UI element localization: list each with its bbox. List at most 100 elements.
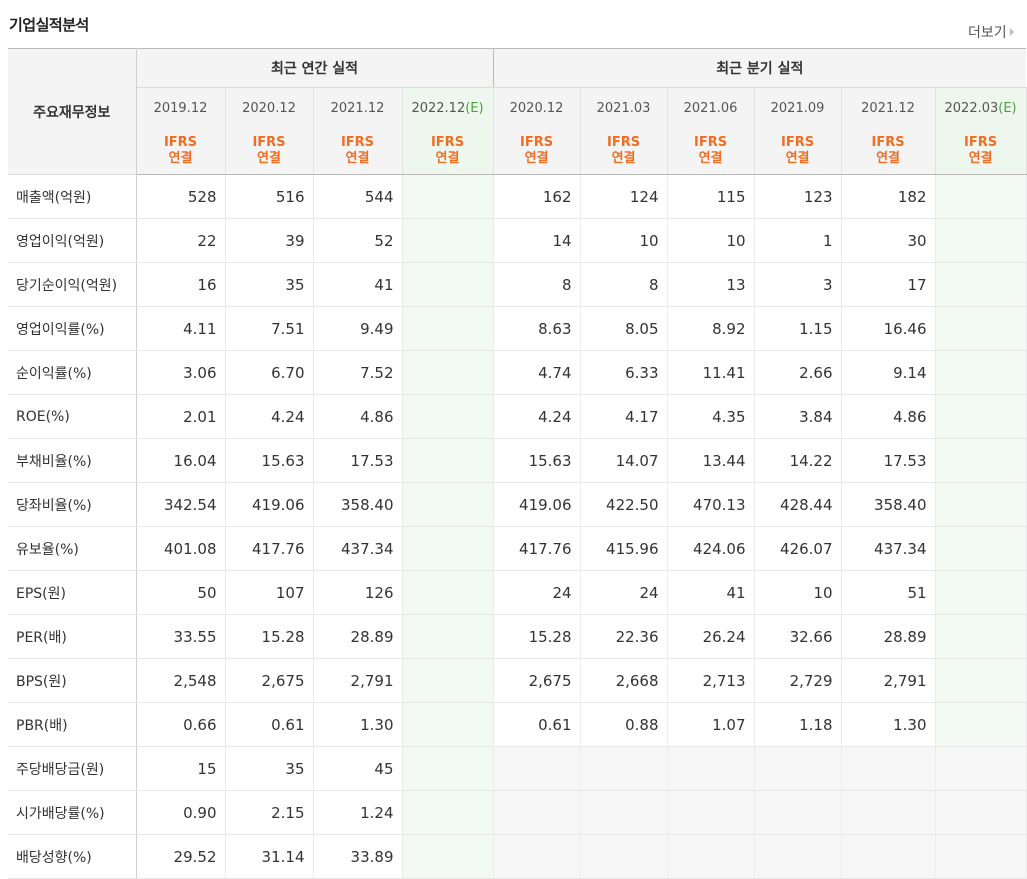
quarter-value-cell: 11.41 xyxy=(667,350,755,395)
quarter-value-cell: 26.24 xyxy=(667,614,755,659)
annual-value-cell xyxy=(402,570,494,615)
annual-value-cell: 437.34 xyxy=(313,526,403,571)
table-row: ROE(%) 2.01 4.24 4.86 4.24 4.17 4.35 3.84 4.86 xyxy=(8,394,1027,439)
annual-value-cell: 45 xyxy=(313,746,403,791)
quarter-value-cell: 1.15 xyxy=(754,306,842,351)
table-row: 영업이익(억원) 22 39 52 14 10 10 1 30 xyxy=(8,218,1027,263)
quarter-value-cell: 17.53 xyxy=(841,438,936,483)
quarter-value-cell xyxy=(935,350,1027,395)
annual-value-cell: 35 xyxy=(225,746,314,791)
section-title: 기업실적분석 xyxy=(9,16,89,34)
quarter-value-cell: 10 xyxy=(667,218,755,263)
annual-value-cell xyxy=(402,350,494,395)
annual-value-cell: 4.11 xyxy=(136,306,226,351)
quarter-value-cell: 16.46 xyxy=(841,306,936,351)
quarter-value-cell xyxy=(667,834,755,879)
quarter-value-cell: 22.36 xyxy=(580,614,668,659)
annual-value-cell: 1.30 xyxy=(313,702,403,747)
more-label: 더보기 xyxy=(968,25,1007,41)
quarter-value-cell: 41 xyxy=(667,570,755,615)
annual-value-cell xyxy=(402,746,494,791)
quarter-value-cell: 437.34 xyxy=(841,526,936,571)
annual-value-cell: 528 xyxy=(136,174,226,219)
row-label: 배당성향(%) xyxy=(8,834,137,879)
period-header-annual: 2021.12 xyxy=(313,87,403,128)
quarter-value-cell: 0.61 xyxy=(492,702,581,747)
annual-value-cell: 15.63 xyxy=(225,438,314,483)
annual-value-cell: 2.15 xyxy=(225,790,314,835)
row-label: 부채비율(%) xyxy=(8,438,137,483)
row-label: 영업이익(억원) xyxy=(8,218,137,263)
annual-value-cell: 50 xyxy=(136,570,226,615)
annual-value-cell: 6.70 xyxy=(225,350,314,395)
row-label: ROE(%) xyxy=(8,394,137,439)
quarter-value-cell xyxy=(841,790,936,835)
quarter-value-cell: 1.30 xyxy=(841,702,936,747)
more-link[interactable]: 더보기 xyxy=(968,22,1014,42)
basis-label: IFRS 연결 xyxy=(313,128,403,175)
annual-value-cell xyxy=(402,658,494,703)
quarter-value-cell: 8.63 xyxy=(492,306,581,351)
table-row: 당좌비율(%) 342.54 419.06 358.40 419.06 422.50 470… xyxy=(8,482,1027,527)
quarter-value-cell: 4.86 xyxy=(841,394,936,439)
financial-table: 주요재무정보 최근 연간 실적 최근 분기 실적 2019.12 2020.12 2… xyxy=(8,48,1027,879)
quarter-value-cell: 8.05 xyxy=(580,306,668,351)
quarter-value-cell: 4.74 xyxy=(492,350,581,395)
annual-value-cell: 0.90 xyxy=(136,790,226,835)
quarter-value-cell: 422.50 xyxy=(580,482,668,527)
annual-value-cell: 342.54 xyxy=(136,482,226,527)
annual-value-cell xyxy=(402,526,494,571)
quarter-value-cell: 30 xyxy=(841,218,936,263)
quarter-value-cell: 419.06 xyxy=(492,482,581,527)
annual-value-cell: 0.61 xyxy=(225,702,314,747)
quarter-value-cell xyxy=(935,482,1027,527)
quarter-value-cell: 15.28 xyxy=(492,614,581,659)
quarter-value-cell xyxy=(935,834,1027,879)
annual-value-cell xyxy=(402,834,494,879)
quarter-value-cell: 428.44 xyxy=(754,482,842,527)
table-row: 당기순이익(억원) 16 35 41 8 8 13 3 17 xyxy=(8,262,1027,307)
quarter-value-cell: 417.76 xyxy=(492,526,581,571)
period-header-annual: 2019.12 xyxy=(136,87,226,128)
quarter-value-cell: 2,791 xyxy=(841,658,936,703)
quarter-value-cell: 15.63 xyxy=(492,438,581,483)
quarter-value-cell: 123 xyxy=(754,174,842,219)
table-row: 주당배당금(원) 15 35 45 xyxy=(8,746,1027,791)
annual-value-cell: 358.40 xyxy=(313,482,403,527)
row-label: PER(배) xyxy=(8,614,137,659)
quarter-value-cell: 8 xyxy=(492,262,581,307)
annual-value-cell: 15.28 xyxy=(225,614,314,659)
quarter-value-cell: 24 xyxy=(580,570,668,615)
annual-value-cell xyxy=(402,614,494,659)
quarter-value-cell xyxy=(935,394,1027,439)
annual-value-cell: 41 xyxy=(313,262,403,307)
quarter-value-cell: 415.96 xyxy=(580,526,668,571)
annual-value-cell xyxy=(402,702,494,747)
quarter-value-cell: 13.44 xyxy=(667,438,755,483)
annual-value-cell: 9.49 xyxy=(313,306,403,351)
annual-value-cell xyxy=(402,306,494,351)
annual-value-cell: 2.01 xyxy=(136,394,226,439)
quarter-value-cell: 2,729 xyxy=(754,658,842,703)
quarter-value-cell xyxy=(841,746,936,791)
table-row: 시가배당률(%) 0.90 2.15 1.24 xyxy=(8,790,1027,835)
row-label: EPS(원) xyxy=(8,570,137,615)
annual-value-cell: 107 xyxy=(225,570,314,615)
row-label-header: 주요재무정보 xyxy=(8,48,137,175)
annual-value-cell xyxy=(402,790,494,835)
quarter-value-cell xyxy=(935,790,1027,835)
annual-value-cell: 17.53 xyxy=(313,438,403,483)
quarter-value-cell xyxy=(935,746,1027,791)
quarter-value-cell: 8 xyxy=(580,262,668,307)
table-row: BPS(원) 2,548 2,675 2,791 2,675 2,668 2,713 2,72… xyxy=(8,658,1027,703)
quarter-value-cell xyxy=(935,262,1027,307)
quarter-value-cell: 182 xyxy=(841,174,936,219)
quarter-value-cell xyxy=(492,746,581,791)
quarter-value-cell: 17 xyxy=(841,262,936,307)
annual-value-cell xyxy=(402,394,494,439)
quarter-value-cell xyxy=(935,570,1027,615)
basis-label: IFRS 연결 xyxy=(841,128,936,175)
annual-value-cell: 7.51 xyxy=(225,306,314,351)
quarter-value-cell xyxy=(492,790,581,835)
basis-label: IFRS 연결 xyxy=(754,128,842,175)
